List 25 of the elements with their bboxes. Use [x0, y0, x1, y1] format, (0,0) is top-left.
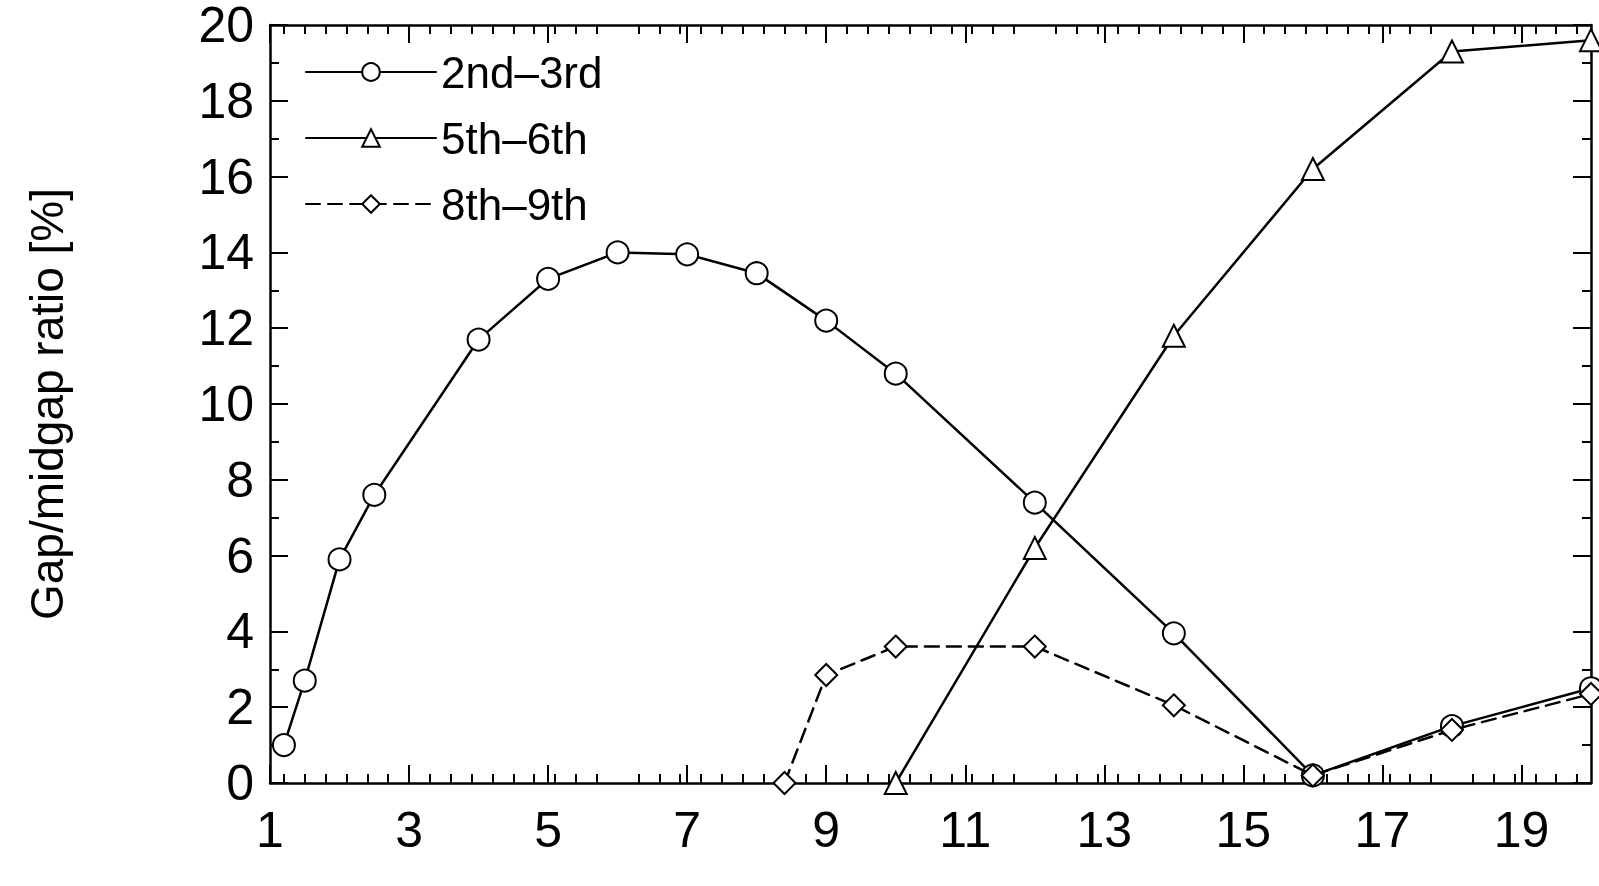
y-tick-label: 20 [198, 0, 254, 53]
y-tick-label: 18 [198, 72, 254, 129]
y-tick-label: 12 [198, 300, 254, 357]
legend-label: 2nd–3rd [441, 47, 603, 97]
x-tick-label: 1 [256, 802, 284, 858]
y-tick-label: 14 [198, 224, 254, 281]
x-tick-label: 7 [673, 802, 702, 858]
y-tick-label: 2 [226, 679, 254, 736]
x-tick-label: 3 [395, 802, 423, 858]
y-tick-label: 10 [198, 376, 254, 432]
y-tick-label: 0 [226, 755, 254, 811]
y-tick-label: 16 [198, 148, 254, 205]
y-axis-title: Gap/midgap ratio [%] [21, 187, 73, 621]
x-tick-label: 9 [812, 802, 841, 858]
x-tick-label: 13 [1076, 802, 1133, 858]
y-tick-label: 4 [226, 603, 254, 660]
x-tick-label: 17 [1354, 802, 1411, 858]
y-tick-label: 8 [226, 451, 254, 508]
y-tick-label: 6 [226, 527, 254, 584]
x-tick-label: 5 [534, 802, 563, 858]
x-tick-label: 11 [939, 802, 992, 858]
x-tick-label: 19 [1493, 802, 1550, 858]
legend-label: 8th–9th [441, 179, 588, 229]
x-tick-label: 15 [1215, 802, 1272, 858]
legend-label: 5th–6th [441, 113, 588, 163]
